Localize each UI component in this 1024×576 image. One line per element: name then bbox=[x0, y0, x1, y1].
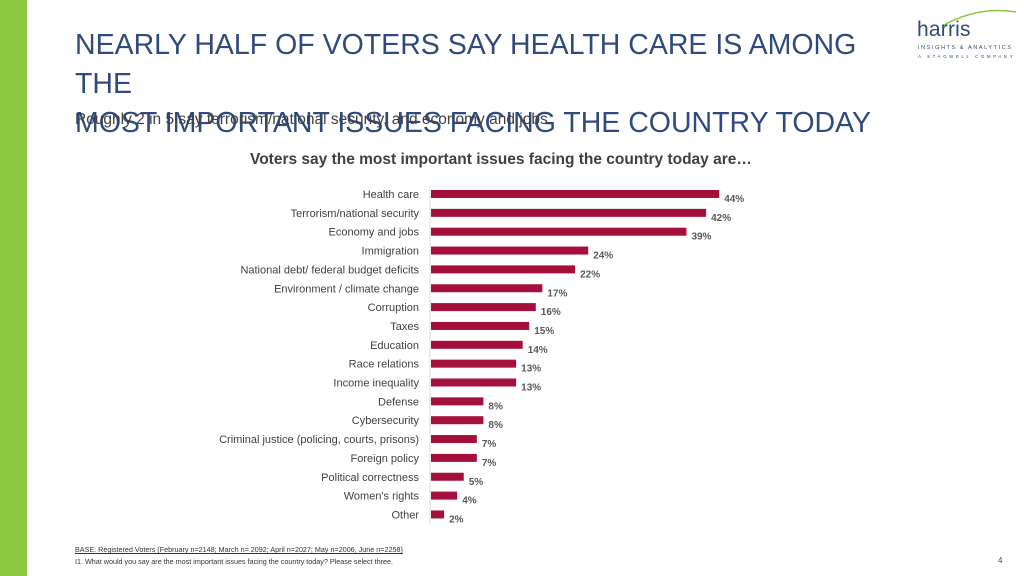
logo-tagline: INSIGHTS & ANALYTICS bbox=[918, 45, 1013, 51]
bar bbox=[431, 378, 517, 387]
bar bbox=[431, 246, 589, 255]
chart-title: Voters say the most important issues fac… bbox=[250, 151, 752, 168]
bar bbox=[431, 472, 464, 481]
bar bbox=[431, 303, 536, 312]
logo-wordmark: harris bbox=[917, 18, 971, 41]
category-label: Cybersecurity bbox=[352, 415, 420, 427]
category-label: Taxes bbox=[390, 321, 419, 333]
data-label: 7% bbox=[482, 458, 497, 469]
title-line-1: NEARLY HALF OF VOTERS SAY HEALTH CARE IS… bbox=[75, 29, 857, 100]
category-label: Women's rights bbox=[344, 491, 420, 503]
bar bbox=[431, 416, 484, 425]
bar bbox=[431, 453, 477, 462]
category-label: Corruption bbox=[368, 302, 419, 314]
data-label: 4% bbox=[462, 496, 477, 507]
bar bbox=[431, 435, 477, 444]
footer-base-note: BASE: Registered Voters (February n=2148… bbox=[75, 545, 403, 554]
data-label: 17% bbox=[547, 288, 567, 299]
harris-logo: harris INSIGHTS & ANALYTICS A STAGWELL C… bbox=[912, 6, 1017, 62]
bar-chart: Health care 44% Terrorism/national securit… bbox=[219, 185, 744, 525]
data-label: 16% bbox=[541, 307, 561, 318]
data-label: 2% bbox=[449, 514, 464, 525]
data-label: 24% bbox=[593, 251, 613, 262]
footer-question-note: I1. What would you say are the most impo… bbox=[75, 557, 394, 566]
data-label: 13% bbox=[521, 364, 541, 375]
data-label: 8% bbox=[488, 401, 503, 412]
category-label: Political correctness bbox=[321, 472, 419, 484]
category-label: Other bbox=[391, 509, 419, 521]
title-line-2: MOST IMPORTANT ISSUES FACING THE COUNTRY… bbox=[75, 107, 872, 139]
data-label: 44% bbox=[724, 194, 744, 205]
data-label: 7% bbox=[482, 439, 497, 450]
category-label: Foreign policy bbox=[351, 453, 420, 465]
category-label: Environment / climate change bbox=[274, 283, 419, 295]
category-label: Terrorism/national security bbox=[291, 208, 420, 220]
category-label: Economy and jobs bbox=[329, 227, 420, 239]
bar bbox=[431, 340, 523, 349]
page-subtitle: Roughly 2 in 5 say terrorism/national se… bbox=[75, 111, 553, 128]
data-label: 5% bbox=[469, 477, 484, 488]
category-label: Health care bbox=[363, 189, 419, 201]
page-title: NEARLY HALF OF VOTERS SAY HEALTH CARE IS… bbox=[75, 26, 915, 143]
logo-parent-company: A STAGWELL COMPANY bbox=[918, 54, 1016, 59]
data-label: 8% bbox=[488, 420, 503, 431]
page-number: 4 bbox=[998, 556, 1003, 565]
category-label: National debt/ federal budget deficits bbox=[240, 264, 419, 276]
bar bbox=[431, 491, 458, 500]
category-label: Criminal justice (policing, courts, pris… bbox=[219, 434, 419, 446]
bar bbox=[431, 510, 445, 519]
data-label: 13% bbox=[521, 383, 541, 394]
data-label: 39% bbox=[691, 232, 711, 243]
bar bbox=[431, 359, 517, 368]
bar bbox=[431, 397, 484, 406]
data-label: 15% bbox=[534, 326, 554, 337]
bar bbox=[431, 284, 543, 293]
data-label: 42% bbox=[711, 213, 731, 224]
logo-swoosh-icon bbox=[941, 9, 1017, 27]
bar bbox=[431, 265, 576, 274]
category-label: Defense bbox=[378, 396, 419, 408]
category-label: Education bbox=[370, 340, 419, 352]
category-label: Income inequality bbox=[333, 378, 419, 390]
bar bbox=[431, 321, 530, 330]
bar bbox=[431, 227, 687, 236]
bar bbox=[431, 208, 707, 217]
data-label: 22% bbox=[580, 269, 600, 280]
data-label: 14% bbox=[528, 345, 548, 356]
accent-bar bbox=[0, 0, 27, 576]
category-label: Race relations bbox=[349, 359, 420, 371]
category-label: Immigration bbox=[362, 246, 419, 258]
bar bbox=[431, 190, 720, 198]
